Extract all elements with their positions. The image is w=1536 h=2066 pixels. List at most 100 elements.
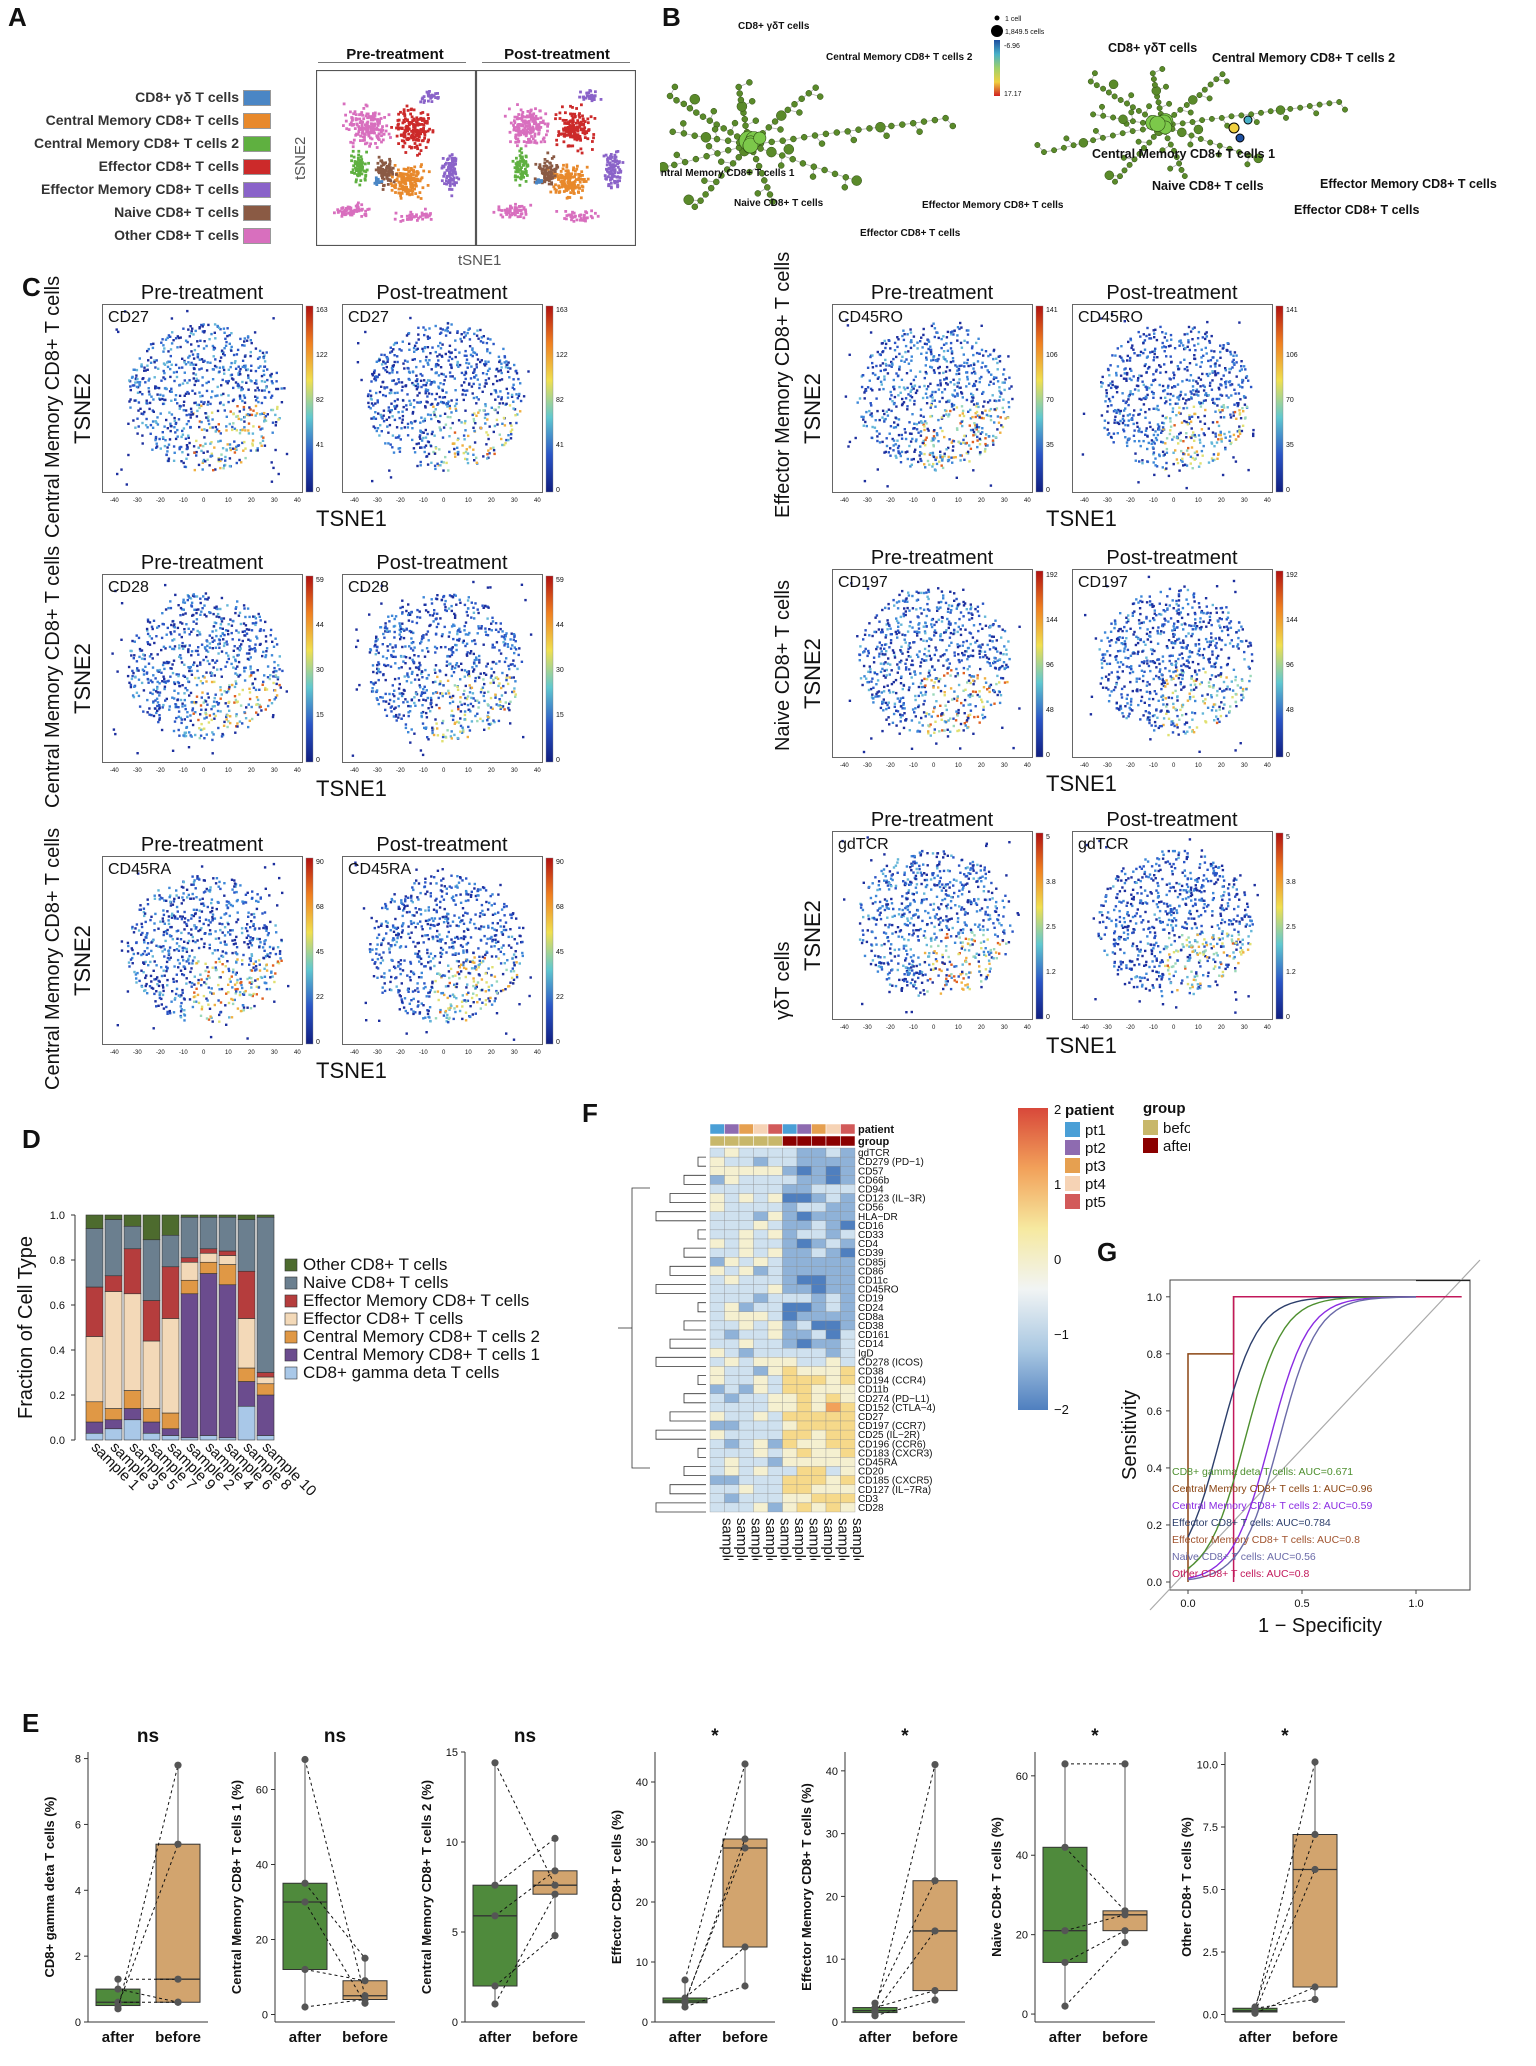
cell-dot xyxy=(418,179,422,183)
cell-dot xyxy=(477,627,481,630)
cell-dot xyxy=(402,167,406,171)
cell-dot xyxy=(392,625,396,628)
cell-dot xyxy=(162,645,166,648)
cell-dot xyxy=(241,688,244,692)
tree-node xyxy=(768,138,775,146)
cell-dot xyxy=(380,363,384,366)
cell-dot xyxy=(531,119,535,123)
tree-node xyxy=(705,142,713,150)
cell-dot xyxy=(423,446,426,449)
cell-dot xyxy=(343,210,347,213)
cell-dot xyxy=(142,412,145,416)
cell-dot xyxy=(186,598,189,602)
cell-dot xyxy=(252,615,255,618)
cell-dot xyxy=(523,132,526,136)
cell-dot xyxy=(401,121,405,125)
cell-dot xyxy=(405,214,409,218)
cell-dot xyxy=(581,218,584,222)
cell-dot xyxy=(138,357,141,360)
cell-dot xyxy=(372,130,375,134)
cell-dot xyxy=(516,137,520,141)
cell-dot xyxy=(279,686,282,689)
cell-dot xyxy=(590,209,593,213)
cell-dot xyxy=(520,173,523,177)
cell-dot xyxy=(238,649,241,652)
cell-dot xyxy=(397,187,401,191)
cell-dot xyxy=(390,126,393,129)
cell-dot xyxy=(426,215,429,219)
cell-dot xyxy=(177,336,181,340)
cell-dot xyxy=(355,160,359,164)
cell-dot xyxy=(394,436,398,439)
cell-dot xyxy=(182,409,185,412)
cell-dot xyxy=(444,375,448,378)
cell-dot xyxy=(261,683,264,686)
cell-dot xyxy=(423,99,426,103)
tree-node xyxy=(764,184,771,191)
cell-dot xyxy=(613,157,617,161)
cell-dot xyxy=(206,361,209,364)
cell-dot xyxy=(527,119,531,123)
tree-node xyxy=(1159,147,1166,154)
cell-dot xyxy=(394,211,398,215)
cell-dot xyxy=(192,377,195,380)
cell-dot xyxy=(400,181,404,184)
cell-dot xyxy=(129,649,132,653)
cell-dot xyxy=(190,654,193,657)
cell-dot xyxy=(174,398,177,401)
cell-dot xyxy=(422,118,426,121)
cell-dot xyxy=(430,95,433,99)
cell-dot xyxy=(464,372,468,375)
cell-dot xyxy=(406,422,410,426)
cell-dot xyxy=(156,626,159,629)
cell-dot xyxy=(248,406,251,409)
cell-dot xyxy=(419,379,423,382)
cell-dot xyxy=(233,645,236,648)
cell-dot xyxy=(348,211,352,215)
cell-dot xyxy=(513,115,517,119)
cell-dot xyxy=(248,645,251,648)
cell-dot xyxy=(243,679,247,682)
cell-dot xyxy=(187,746,191,749)
tree-node xyxy=(798,95,805,103)
cell-dot xyxy=(375,146,379,149)
cell-dot xyxy=(436,403,439,406)
cell-dot xyxy=(613,153,617,157)
cell-dot xyxy=(514,140,518,144)
cell-dot xyxy=(164,699,167,702)
cell-dot xyxy=(582,180,586,183)
cell-dot xyxy=(207,596,210,599)
cell-dot xyxy=(392,650,395,653)
cell-dot xyxy=(130,376,134,379)
cell-dot xyxy=(383,626,387,630)
cell-dot xyxy=(420,163,423,166)
plot-frame xyxy=(102,304,303,493)
cell-dot xyxy=(611,166,614,170)
cell-dot xyxy=(459,696,462,699)
cell-dot xyxy=(362,107,366,110)
cell-dot xyxy=(611,175,614,178)
cell-dot xyxy=(461,641,465,644)
cell-dot xyxy=(416,666,419,670)
cell-dot xyxy=(398,172,402,175)
cell-dot xyxy=(209,402,212,406)
cell-dot xyxy=(468,338,472,341)
tree-node xyxy=(692,155,700,163)
cell-dot xyxy=(563,122,567,125)
cell-dot xyxy=(547,179,551,182)
cell-dot xyxy=(424,215,428,219)
cell-dot xyxy=(224,455,227,459)
cell-dot xyxy=(356,205,360,209)
cell-dot xyxy=(412,447,416,450)
cell-dot xyxy=(234,698,238,702)
cluster-label: Central Memory CD8+ T cells 1 xyxy=(1092,147,1275,161)
cell-dot xyxy=(475,374,478,377)
cell-dot xyxy=(426,184,430,187)
cell-dot xyxy=(413,177,417,181)
cell-dot xyxy=(143,366,146,369)
cell-dot xyxy=(187,649,190,652)
cell-dot xyxy=(463,710,467,713)
cell-dot xyxy=(395,404,399,407)
cell-dot xyxy=(445,169,449,172)
cell-dot xyxy=(490,392,493,396)
